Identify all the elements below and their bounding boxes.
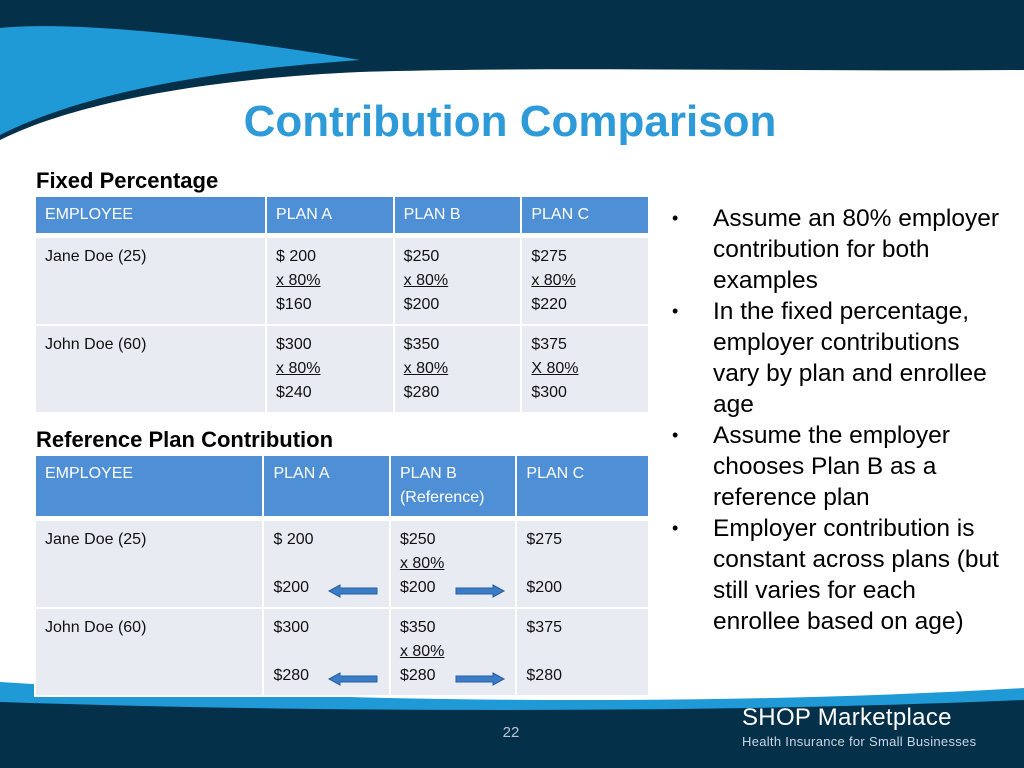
plan-a-cell: $ 200 x 80% $160 — [267, 238, 393, 324]
percentage: x 80% — [531, 272, 576, 289]
contribution: $160 — [276, 296, 312, 313]
contribution: $240 — [276, 384, 312, 401]
contribution: $280 — [526, 667, 562, 684]
employee-name: Jane Doe (25) — [45, 248, 147, 265]
plan-b-cell: $250 x 80% $200 — [390, 521, 516, 607]
bullet-text: Assume the employer chooses Plan B as a … — [713, 422, 950, 511]
premium: $300 — [273, 619, 310, 636]
plan-c-cell: $375 X 80% $300 — [522, 326, 648, 412]
contribution: $280 — [403, 384, 440, 401]
premium: $300 — [276, 336, 312, 353]
bullet-item: • Employer contribution is constant acros… — [668, 513, 1008, 637]
premium: $250 — [403, 248, 440, 265]
slide-title: Contribution Comparison — [243, 97, 777, 146]
employee-cell: Jane Doe (25) — [36, 521, 263, 607]
reference-plan-label: Reference Plan Contribution — [36, 427, 334, 452]
bullet-icon: • — [672, 208, 679, 228]
percentage: x 80% — [399, 555, 445, 572]
header-plan-b: PLAN B (Reference) — [390, 456, 516, 519]
header-plan-b-name: PLAN B — [399, 465, 457, 482]
premium: $275 — [531, 248, 567, 265]
brand-tagline: Health Insurance for Small Businesses — [742, 734, 977, 749]
contribution: $300 — [531, 384, 567, 401]
contribution: $200 — [526, 579, 562, 596]
fixed-percentage-table: EMPLOYEE PLAN A PLAN B PLAN C Jane Doe (… — [34, 195, 650, 414]
plan-b-cell: $250 x 80% $200 — [394, 238, 521, 324]
employee-name: John Doe (60) — [45, 336, 147, 353]
percentage: x 80% — [276, 272, 321, 289]
arrow-right-icon — [455, 584, 505, 598]
header-employee: EMPLOYEE — [36, 197, 266, 236]
header-plan-b: PLAN B — [394, 197, 521, 236]
plan-a-cell: $300 $280 — [264, 609, 389, 695]
percentage: x 80% — [403, 360, 449, 377]
bullet-item: • Assume an 80% employer contribution for… — [668, 203, 1008, 296]
bullet-icon: • — [672, 425, 679, 445]
arrow-right-icon — [455, 672, 505, 686]
plan-b-cell: $350 x 80% $280 — [390, 609, 516, 695]
contribution: $280 — [399, 667, 436, 684]
bullet-text: Assume an 80% employer contribution for … — [713, 205, 999, 294]
header-employee: EMPLOYEE — [36, 456, 263, 519]
table-header-row: EMPLOYEE PLAN A PLAN B PLAN C — [36, 197, 648, 236]
plan-c-cell: $275 $200 — [517, 521, 648, 607]
percentage: X 80% — [531, 360, 579, 377]
contribution: $200 — [403, 296, 440, 313]
header-plan-a: PLAN A — [264, 456, 389, 519]
employee-name: Jane Doe (25) — [45, 531, 147, 548]
plan-a-cell: $ 200 $200 — [264, 521, 389, 607]
contribution: $280 — [273, 667, 310, 684]
plan-b-cell: $350 x 80% $280 — [394, 326, 521, 412]
bullet-icon: • — [672, 518, 679, 538]
footer-banner — [0, 682, 1024, 768]
plan-c-cell: $275 x 80% $220 — [522, 238, 648, 324]
plan-a-cell: $300 x 80% $240 — [267, 326, 393, 412]
contribution: $200 — [273, 579, 310, 596]
brand-name: SHOP Marketplace — [742, 704, 952, 731]
page-number: 22 — [502, 724, 520, 741]
arrow-left-icon — [328, 584, 378, 598]
percentage: x 80% — [276, 360, 321, 377]
employee-name: John Doe (60) — [45, 619, 147, 636]
premium: $250 — [399, 531, 436, 548]
premium: $375 — [526, 619, 562, 636]
bullet-text: In the fixed percentage, employer contri… — [713, 298, 987, 418]
bullet-item: • In the fixed percentage, employer contr… — [668, 296, 1008, 420]
header-plan-b-note: (Reference) — [399, 489, 485, 506]
employee-cell: Jane Doe (25) — [36, 238, 266, 324]
premium: $275 — [526, 531, 562, 548]
employee-cell: John Doe (60) — [36, 326, 266, 412]
percentage: x 80% — [403, 272, 449, 289]
percentage: x 80% — [399, 643, 445, 660]
table-row: John Doe (60) $300 x 80% $240 $350 x 80%… — [36, 326, 648, 412]
table-header-row: EMPLOYEE PLAN A PLAN B (Reference) PLAN … — [36, 456, 648, 519]
premium: $ 200 — [273, 531, 314, 548]
premium: $ 200 — [276, 248, 317, 265]
arrow-left-icon — [328, 672, 378, 686]
bullet-list: • Assume an 80% employer contribution for… — [668, 203, 1008, 637]
table-row: Jane Doe (25) $ 200 $200 $250 x 80% $200… — [36, 521, 648, 607]
brand-logo: SHOP Marketplace Health Insurance for Sm… — [742, 704, 976, 749]
contribution: $220 — [531, 296, 567, 313]
premium: $350 — [403, 336, 440, 353]
header-plan-a: PLAN A — [267, 197, 393, 236]
bullet-icon: • — [672, 301, 679, 321]
employee-cell: John Doe (60) — [36, 609, 263, 695]
header-plan-c: PLAN C — [522, 197, 648, 236]
header-plan-c: PLAN C — [517, 456, 648, 519]
premium: $350 — [399, 619, 436, 636]
table-row: Jane Doe (25) $ 200 x 80% $160 $250 x 80… — [36, 238, 648, 324]
bullet-item: • Assume the employer chooses Plan B as a… — [668, 420, 1008, 513]
table-row: John Doe (60) $300 $280 $350 x 80% $280 … — [36, 609, 648, 695]
reference-plan-table: EMPLOYEE PLAN A PLAN B (Reference) PLAN … — [34, 454, 650, 697]
header-banner — [0, 0, 1024, 140]
premium: $375 — [531, 336, 567, 353]
plan-c-cell: $375 $280 — [517, 609, 648, 695]
fixed-percentage-label: Fixed Percentage — [36, 168, 219, 193]
contribution: $200 — [399, 579, 436, 596]
bullet-text: Employer contribution is constant across… — [713, 515, 999, 635]
